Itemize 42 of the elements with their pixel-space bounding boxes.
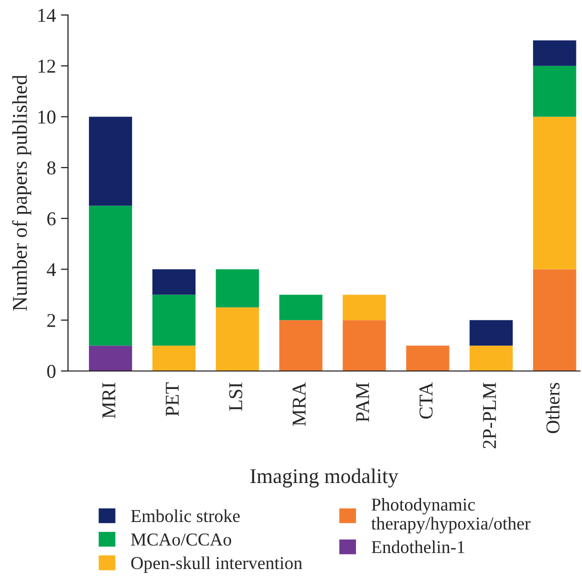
x-axis-title: Imaging modality — [250, 468, 398, 488]
bar — [470, 346, 513, 371]
bar — [342, 320, 386, 371]
bar — [406, 346, 450, 371]
x-tick-label: 2P-PLM — [482, 382, 496, 448]
legend-label: MCAo/CCAo — [131, 534, 232, 546]
legend-label: Endothelin-1 — [372, 540, 464, 554]
x-tick-label: LSI — [229, 382, 242, 411]
bar — [216, 269, 259, 308]
bar — [342, 294, 386, 320]
y-tick-label: 2 — [47, 314, 56, 327]
y-tick-label: 10 — [38, 110, 56, 124]
bar — [88, 116, 132, 206]
x-tick-label: PAM — [356, 382, 369, 422]
legend-label: Open-skull intervention — [131, 556, 302, 573]
bar — [533, 116, 576, 270]
x-tick-label: CTA — [420, 382, 433, 419]
bar — [470, 320, 513, 346]
y-axis-title: Number of papers published — [12, 74, 32, 311]
bar — [152, 346, 196, 371]
bar — [533, 269, 576, 371]
bar — [152, 294, 196, 346]
y-tick-label: 0 — [47, 364, 56, 378]
x-tick-label: Others — [546, 382, 560, 434]
bar — [279, 320, 322, 371]
bar — [216, 307, 259, 371]
legend-label: Embolic stroke — [131, 509, 240, 522]
legend-label: Photodynamic therapy/hypoxia/other — [371, 498, 530, 534]
y-tick-label: 6 — [47, 212, 56, 226]
x-tick-label: PET — [166, 382, 179, 416]
y-tick-label: 14 — [38, 8, 56, 22]
y-tick-label: 8 — [47, 161, 56, 175]
bar — [88, 346, 132, 371]
x-tick-label: MRA — [292, 382, 306, 426]
bar — [88, 206, 132, 346]
y-tick-label: 4 — [46, 263, 56, 276]
y-tick-label: 12 — [38, 60, 56, 73]
bar — [533, 40, 576, 66]
bar — [533, 66, 576, 117]
x-tick-label: MRI — [102, 382, 116, 418]
bar — [279, 294, 322, 320]
bar — [152, 269, 196, 295]
